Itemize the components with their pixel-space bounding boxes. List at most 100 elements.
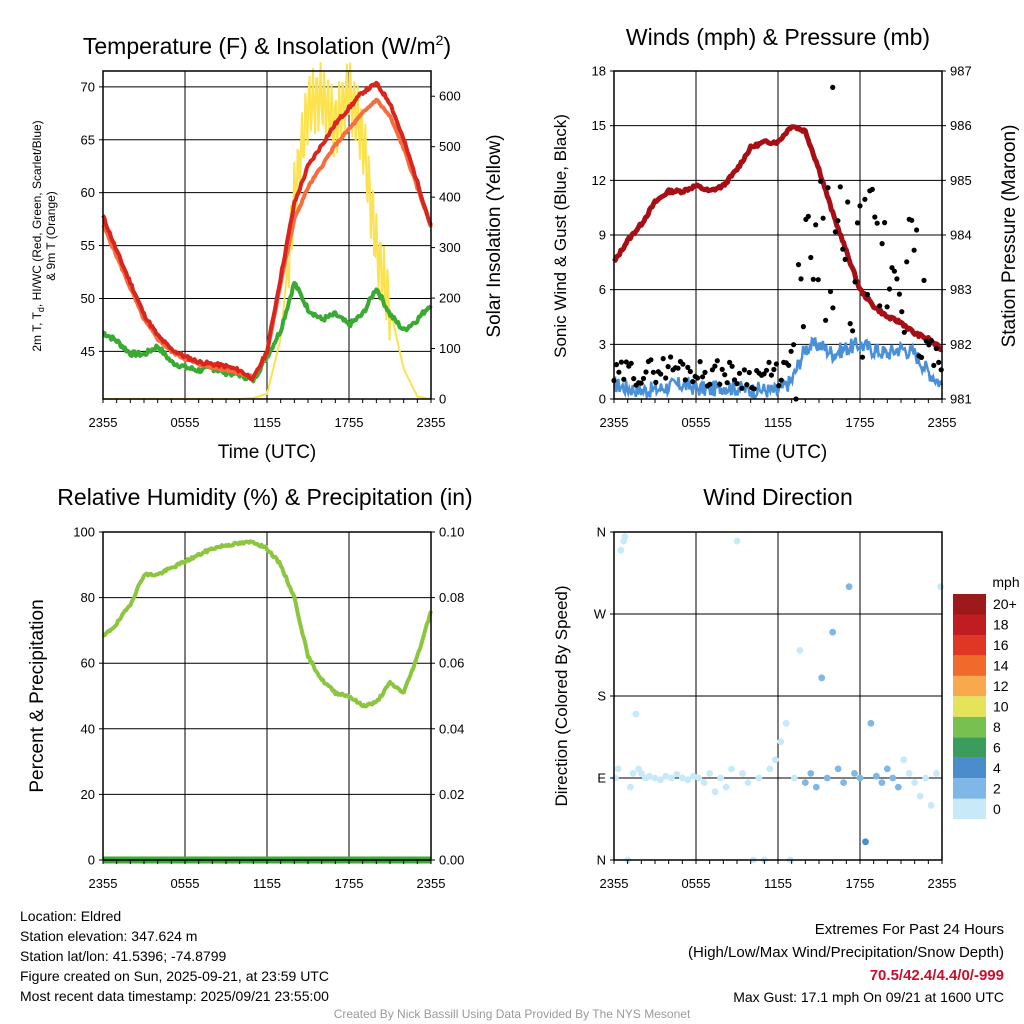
gust-point (690, 379, 696, 385)
gust-point (877, 303, 883, 309)
gust-point (909, 217, 915, 223)
gust-point (695, 375, 701, 381)
direction-point (878, 779, 886, 786)
temperature-y-label: 2m T, Td, HI/WC (Red, Green, Scarlet/Blu… (30, 120, 46, 351)
humidity-x-tick-label: 0555 (171, 876, 200, 891)
pressure-y-tick-label: 982 (950, 337, 972, 352)
gust-point (734, 381, 740, 387)
gust-point (616, 369, 622, 375)
direction-x-tick-label: 2355 (928, 876, 957, 891)
winds-x-tick-label: 1155 (764, 415, 792, 430)
gust-point (813, 222, 819, 228)
gust-point (773, 361, 780, 367)
direction-point (637, 770, 645, 777)
gust-point (613, 362, 620, 368)
temperature-grid (103, 71, 431, 399)
colorbar-swatch (953, 716, 986, 738)
colorbar-title: mph (992, 574, 1019, 590)
gust-point (650, 369, 657, 375)
station-latlon: Station lat/lon: 41.5396; -74.8799 (20, 948, 227, 964)
humidity-x-tick-label: 1755 (335, 876, 364, 891)
gust-point (808, 254, 814, 261)
temperature-x-label: Time (UTC) (218, 442, 317, 463)
gust-point (859, 354, 866, 360)
temperature-x-ticks: 2355 0555 1155 1755 2355 (89, 399, 446, 430)
gust-point (894, 276, 900, 282)
gust-point (680, 361, 686, 367)
precip-y-tick-label: 0.02 (439, 787, 464, 802)
direction-point (834, 765, 842, 773)
humidity-title: Relative Humidity (%) & Precipitation (i… (57, 484, 472, 510)
gust-point (896, 291, 903, 297)
direction-point (744, 779, 752, 786)
gust-point (786, 362, 792, 368)
gust-point (837, 184, 843, 190)
humidity-y-tick-label: 20 (81, 787, 95, 802)
winds-y-ticks: 0 3 6 9 12 15 18 (592, 64, 614, 407)
gust-point (643, 369, 649, 375)
colorbar-swatch (953, 696, 986, 717)
humidity-x-tick-label: 1155 (253, 876, 281, 891)
temperature-x-tick-label: 2355 (417, 415, 446, 430)
rh-line (102, 539, 433, 709)
solar-insolation-y-label: Solar Insolation (Yellow) (484, 134, 505, 337)
direction-point (889, 774, 897, 782)
colorbar-label: 8 (993, 719, 1001, 735)
gust-point (746, 369, 752, 376)
gust-point (879, 241, 885, 247)
direction-point (873, 772, 880, 780)
gust-point (729, 363, 735, 369)
gust-point (918, 354, 925, 360)
direction-y-tick-label: N (597, 853, 606, 868)
gust-point (862, 196, 868, 202)
gust-point (854, 220, 861, 226)
pressure-y-tick-label: 981 (950, 392, 972, 407)
precip-y-tick-label: 0.04 (439, 721, 464, 736)
extremes-block: Extremes For Past 24 Hours (High/Low/Max… (688, 918, 1004, 1007)
max-gust-point (830, 84, 836, 90)
gust-point (660, 356, 666, 362)
recent-timestamp: Most recent data timestamp: 2025/09/21 2… (20, 988, 329, 1004)
gust-point (923, 338, 930, 344)
temperature-y-tick-label: 45 (81, 344, 95, 359)
colorbar-swatch (953, 634, 986, 656)
gust-point (884, 304, 890, 310)
direction-point (678, 774, 686, 782)
direction-point (706, 770, 714, 777)
direction-point (657, 776, 664, 784)
humidity-y-label: Percent & Precipitation (27, 599, 48, 792)
direction-point (771, 756, 779, 764)
solar-y-tick-label: 100 (439, 341, 461, 356)
direction-point (905, 770, 913, 777)
temperature-series (101, 62, 433, 400)
gust-point (798, 276, 804, 282)
gust-point (842, 256, 848, 262)
direction-x-ticks: 2355 0555 1155 1755 2355 (600, 860, 957, 891)
gust-point (744, 382, 750, 388)
direction-point (807, 770, 815, 777)
gust-point (719, 366, 725, 372)
direction-y-tick-label: W (594, 607, 607, 622)
colorbar-swatch (953, 675, 986, 697)
temperature-x-tick-label: 0555 (171, 415, 200, 430)
gust-point (815, 277, 821, 283)
gust-point (852, 279, 858, 285)
direction-point (733, 537, 741, 545)
temperature-x-tick-label: 1155 (253, 415, 281, 430)
gust-point (820, 215, 826, 221)
direction-point (755, 774, 763, 782)
humidity-y-ticks: 0 20 40 60 80 100 (73, 525, 103, 868)
direction-grid (614, 532, 942, 860)
temperature-x-tick-label: 1755 (335, 415, 364, 430)
colorbar-swatch (953, 778, 986, 799)
gust-point (675, 365, 681, 371)
gust-point (717, 381, 723, 387)
direction-point (651, 774, 659, 782)
gust-point (933, 345, 939, 352)
gust-point (771, 366, 777, 373)
direction-point (684, 776, 692, 784)
extremes-values: 70.5/42.4/4.4/0/-999 (869, 967, 1004, 984)
gust-point (825, 185, 831, 191)
winds-y-tick-label: 3 (599, 337, 606, 352)
